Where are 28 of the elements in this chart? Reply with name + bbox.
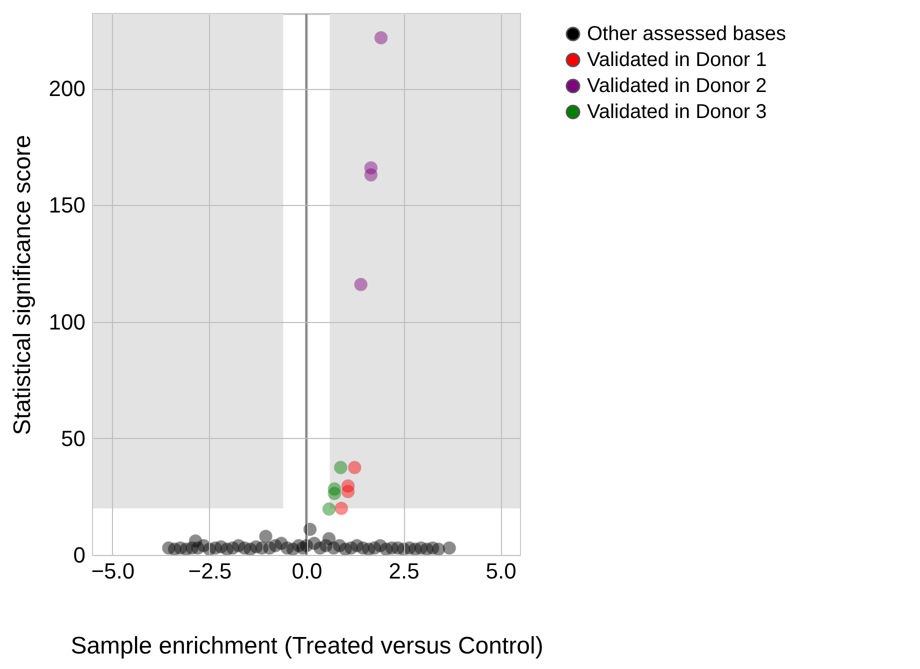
x-tick-label: −2.5 bbox=[188, 558, 232, 584]
x-tick-label: 5.0 bbox=[486, 558, 516, 584]
point bbox=[442, 541, 456, 555]
x-tick-label: −5.0 bbox=[91, 558, 135, 584]
point bbox=[364, 168, 378, 182]
point bbox=[258, 530, 273, 544]
point bbox=[374, 30, 388, 45]
y-tick-label: 150 bbox=[48, 192, 86, 218]
y-tick-label: 100 bbox=[48, 309, 86, 334]
point bbox=[348, 460, 362, 474]
y-tick-label: 0 bbox=[73, 542, 86, 568]
x-axis-title: Sample enrichment (Treated versus Control) bbox=[70, 632, 544, 660]
point bbox=[322, 502, 336, 516]
y-tick-label: 200 bbox=[48, 76, 86, 102]
legend-label: Other assessed bases bbox=[587, 23, 786, 45]
x-tick-label: 2.5 bbox=[388, 558, 420, 584]
point bbox=[334, 460, 348, 474]
point bbox=[334, 502, 348, 516]
point bbox=[341, 484, 355, 498]
point bbox=[328, 486, 342, 500]
legend-label: Validated in Donor 2 bbox=[587, 75, 767, 97]
legend-label: Validated in Donor 1 bbox=[587, 49, 767, 71]
x-tick-label: 0.0 bbox=[292, 558, 322, 584]
y-axis-title: Statistical significance score bbox=[8, 134, 36, 436]
legend-label: Validated in Donor 3 bbox=[587, 101, 767, 123]
point bbox=[354, 278, 368, 292]
y-tick-label: 50 bbox=[61, 426, 86, 451]
point bbox=[303, 522, 317, 536]
